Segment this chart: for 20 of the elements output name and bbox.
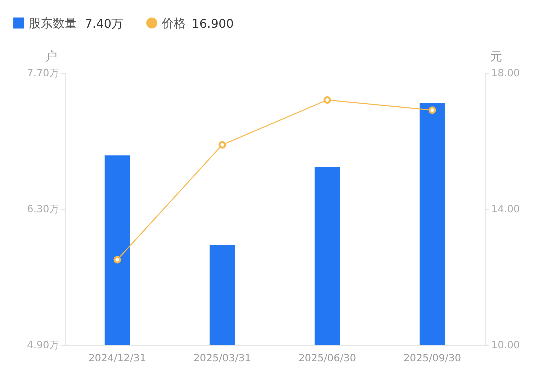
x-tick-label: 2024/12/31 (88, 354, 146, 364)
y-tick-label: 4.90万 (27, 340, 60, 352)
point (324, 96, 332, 104)
x-tick-label: 2025/06/30 (298, 354, 356, 364)
legend-label: 价格 (161, 16, 186, 30)
y2-tick-label: 18.00 (492, 68, 520, 80)
x-tick-label: 2025/03/31 (194, 354, 252, 364)
y2-tick-label: 14.00 (492, 204, 520, 216)
y2-axis-title: 元 (490, 50, 502, 64)
y2-tick-label: 10.00 (492, 340, 520, 352)
legend-label: 股东数量 (29, 16, 77, 30)
text: 7.40万 (85, 17, 124, 31)
y-tick-label: 7.70万 (27, 68, 60, 80)
point (428, 106, 436, 114)
text: 16.900 (192, 17, 234, 31)
x-tick-label: 2025/09/30 (404, 354, 462, 364)
point (218, 141, 226, 149)
y-tick-label: 6.30万 (27, 204, 60, 216)
y-axis-title: 户 (46, 50, 58, 64)
point (114, 256, 122, 264)
